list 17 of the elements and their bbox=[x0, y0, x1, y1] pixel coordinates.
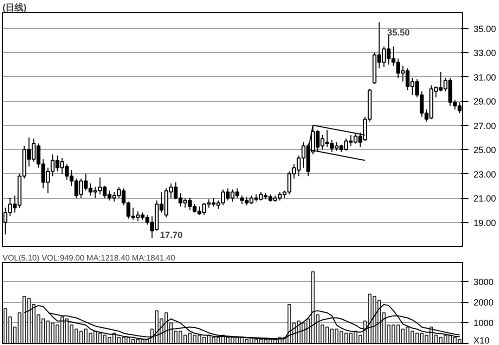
y-tick-label: 2000 bbox=[474, 297, 494, 308]
y-tick-label: 33.00 bbox=[474, 48, 496, 58]
y-tick-label: 25.00 bbox=[474, 145, 496, 156]
chart-title: (日线) bbox=[2, 2, 26, 12]
y-tick-label: 27.00 bbox=[474, 120, 496, 131]
y-tick-label: 21.00 bbox=[474, 194, 496, 204]
annotation: 17.70 bbox=[160, 230, 183, 240]
annotation: 35.50 bbox=[387, 28, 410, 38]
y-tick-label: 1000 bbox=[474, 318, 494, 328]
y-tick-label: 19.00 bbox=[474, 218, 496, 228]
y-tick-label: 3000 bbox=[474, 276, 494, 287]
y-tick-label: 29.00 bbox=[474, 96, 496, 107]
text: VOL(5,10) VOL:949.00 MA:1218.40 MA:1841.40 bbox=[2, 254, 176, 262]
y-tick-label: X10 bbox=[474, 336, 490, 345]
y-tick-label: 23.00 bbox=[474, 169, 496, 180]
y-tick-label: 31.00 bbox=[474, 72, 496, 82]
y-tick-label: 35.00 bbox=[474, 24, 496, 34]
